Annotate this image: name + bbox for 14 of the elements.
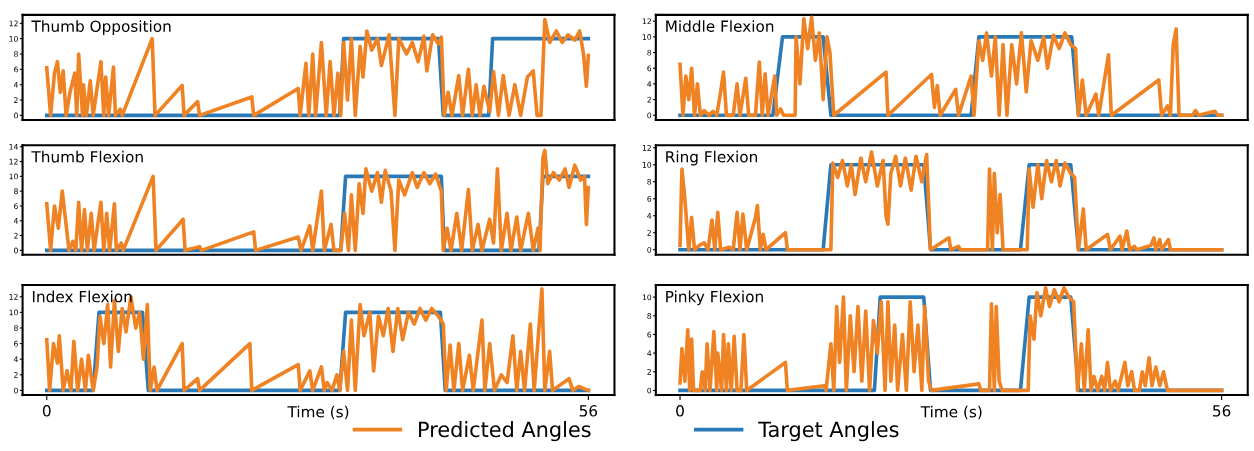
chart-title: Index Flexion <box>32 290 132 303</box>
legend-label: Target Angles <box>758 421 899 442</box>
x-tick-label: 0 <box>42 405 51 417</box>
x-axis-title: Time (s) <box>920 405 982 420</box>
x-tick-label: 56 <box>1213 405 1231 417</box>
x-tick-label: 56 <box>579 405 598 417</box>
chart-title: Thumb Opposition <box>31 20 171 35</box>
x-axis-title: Time (s) <box>287 405 349 420</box>
chart-title: Middle Flexion <box>666 20 774 32</box>
chart-title: Ring Flexion <box>666 150 757 166</box>
legend-label: Predicted Angles <box>419 421 591 442</box>
x-tick-label: 0 <box>676 405 684 417</box>
chart-title: Thumb Flexion <box>31 150 143 163</box>
chart-title: Pinky Flexion <box>666 290 763 306</box>
